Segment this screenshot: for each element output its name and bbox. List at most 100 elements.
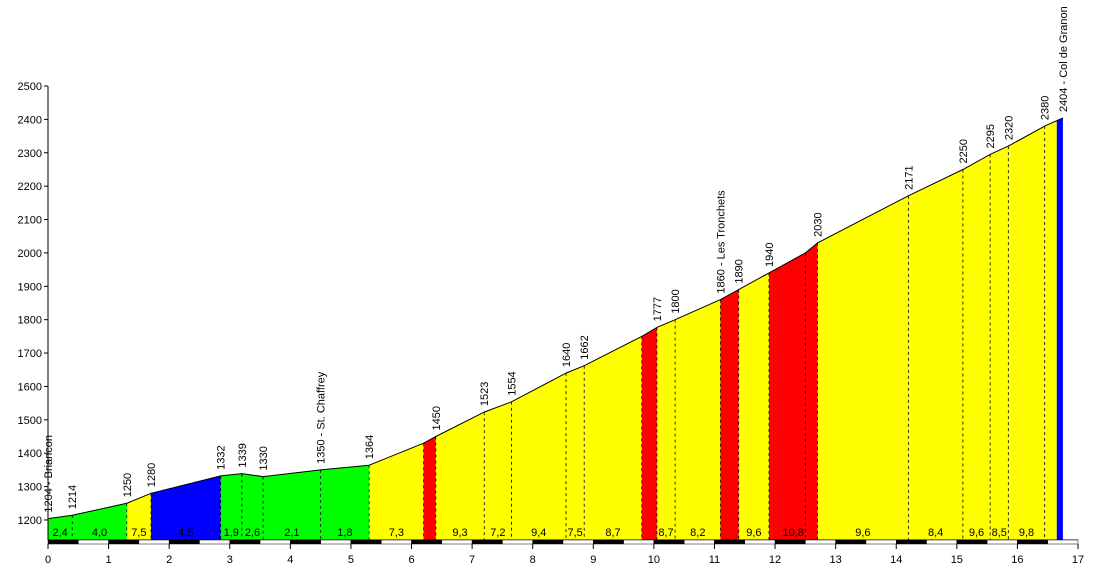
segment-red bbox=[423, 436, 436, 540]
elevation-label: 1662 bbox=[579, 335, 591, 359]
elevation-labels: 1204 - Briancon 1214 1250 1280 1332 1339 1330 1… bbox=[43, 6, 1070, 512]
grade-label: 8,5 bbox=[992, 527, 1007, 539]
grade-label: 2,6 bbox=[245, 527, 260, 539]
grade-label: 1,8 bbox=[337, 527, 352, 539]
x-tick-label: 3 bbox=[227, 554, 233, 566]
segment-blue bbox=[1056, 118, 1063, 540]
scale-block bbox=[683, 539, 715, 545]
elevation-label: 1940 bbox=[764, 242, 776, 266]
scale-block bbox=[78, 539, 109, 545]
y-tick-label: 1300 bbox=[18, 482, 42, 494]
y-tick-label: 1600 bbox=[18, 381, 42, 393]
y-tick-label: 2400 bbox=[18, 114, 42, 126]
segment-yellow bbox=[738, 272, 769, 540]
elevation-label: 1280 bbox=[146, 463, 158, 487]
elevation-label: 2250 bbox=[958, 139, 970, 163]
segment-blue bbox=[151, 475, 221, 540]
x-tick-label: 4 bbox=[287, 554, 293, 566]
grade-label: 2,1 bbox=[284, 527, 299, 539]
grade-label: 8,7 bbox=[605, 527, 620, 539]
gradient-segments bbox=[48, 118, 1063, 541]
segment-yellow bbox=[369, 443, 424, 540]
y-axis-ticks: 1200 1300 1400 1500 1600 1700 1800 1900 2000 2100… bbox=[18, 81, 48, 527]
y-tick-label: 2000 bbox=[18, 248, 42, 260]
segment-yellow bbox=[511, 373, 566, 540]
elevation-label: 1330 bbox=[258, 446, 270, 470]
elevation-label: 2295 bbox=[985, 124, 997, 148]
segment-yellow bbox=[566, 365, 585, 540]
x-tick-label: 1 bbox=[106, 554, 112, 566]
scale-block bbox=[986, 539, 1018, 545]
segment-red bbox=[769, 242, 818, 540]
segment-yellow bbox=[990, 146, 1009, 540]
y-tick-label: 1700 bbox=[18, 348, 42, 360]
x-axis-ticks: 0 1 2 3 4 5 6 7 8 9 10 11 12 13 14 15 16 17 bbox=[45, 544, 1084, 566]
scale-block bbox=[562, 539, 594, 545]
segment-yellow bbox=[126, 493, 151, 540]
x-tick-label: 17 bbox=[1072, 554, 1084, 566]
scale-block bbox=[805, 539, 836, 545]
scale-block bbox=[380, 539, 412, 545]
elevation-label: 1204 - Briancon bbox=[43, 435, 55, 513]
distance-scale-bar bbox=[47, 539, 1079, 545]
grade-labels: 2,4 4,0 7,5 4,5 1,9 2,6 2,1 1,8 7,3 9,3 7,2 9,4 7,5 8… bbox=[52, 527, 1034, 539]
elevation-label: 2404 - Col de Granon bbox=[1058, 6, 1070, 112]
scale-block bbox=[199, 539, 231, 545]
segment-yellow bbox=[656, 319, 676, 540]
scale-block bbox=[926, 539, 958, 545]
grade-label: 9,4 bbox=[531, 527, 546, 539]
grade-label: 1,9 bbox=[224, 527, 239, 539]
scale-block bbox=[259, 539, 291, 545]
x-tick-label: 15 bbox=[951, 554, 963, 566]
scale-block bbox=[956, 539, 988, 545]
segment-green bbox=[320, 465, 370, 540]
grade-label: 4,5 bbox=[178, 527, 193, 539]
scale-block bbox=[471, 539, 503, 545]
grade-label: 2,4 bbox=[52, 527, 67, 539]
y-tick-label: 2200 bbox=[18, 181, 42, 193]
scale-block bbox=[168, 539, 200, 545]
x-tick-label: 14 bbox=[890, 554, 902, 566]
x-tick-label: 0 bbox=[45, 554, 51, 566]
grade-label: 7,2 bbox=[490, 527, 505, 539]
elevation-label: 1523 bbox=[479, 382, 491, 406]
scale-block bbox=[623, 539, 655, 545]
elevation-label: 1250 bbox=[122, 473, 134, 497]
segment-green bbox=[263, 469, 321, 540]
segment-yellow bbox=[962, 154, 991, 540]
elevation-label: 2030 bbox=[812, 212, 824, 236]
scale-block bbox=[895, 539, 927, 545]
segment-green bbox=[241, 473, 264, 540]
profile-line bbox=[47, 117, 1064, 520]
elevation-label: 2171 bbox=[903, 165, 915, 189]
y-tick-label: 1800 bbox=[18, 315, 42, 327]
x-tick-label: 7 bbox=[469, 554, 475, 566]
segment-separators bbox=[71, 126, 1046, 540]
grade-label: 9,6 bbox=[855, 527, 870, 539]
y-tick-label: 1900 bbox=[18, 281, 42, 293]
x-tick-label: 10 bbox=[648, 554, 660, 566]
elevation-label: 2380 bbox=[1040, 96, 1052, 120]
elevation-label: 1800 bbox=[670, 289, 682, 313]
elevation-label: 1890 bbox=[734, 259, 746, 283]
grade-label: 8,2 bbox=[690, 527, 705, 539]
x-tick-label: 8 bbox=[530, 554, 536, 566]
scale-block bbox=[774, 539, 806, 545]
scale-block bbox=[593, 539, 624, 545]
grade-label: 9,8 bbox=[1019, 527, 1034, 539]
x-tick-label: 12 bbox=[769, 554, 781, 566]
y-tick-label: 1400 bbox=[18, 448, 42, 460]
grade-label: 9,6 bbox=[969, 527, 984, 539]
x-tick-label: 16 bbox=[1011, 554, 1023, 566]
grade-label: 7,5 bbox=[567, 527, 582, 539]
elevation-label: 1777 bbox=[652, 297, 664, 321]
scale-block bbox=[108, 539, 140, 545]
grade-label: 8,4 bbox=[928, 527, 943, 539]
scale-block bbox=[1017, 539, 1048, 545]
y-tick-label: 2500 bbox=[18, 81, 42, 93]
elevation-label: 1450 bbox=[431, 406, 443, 430]
scale-block bbox=[865, 539, 897, 545]
scale-block bbox=[138, 539, 170, 545]
segment-green bbox=[220, 473, 242, 540]
